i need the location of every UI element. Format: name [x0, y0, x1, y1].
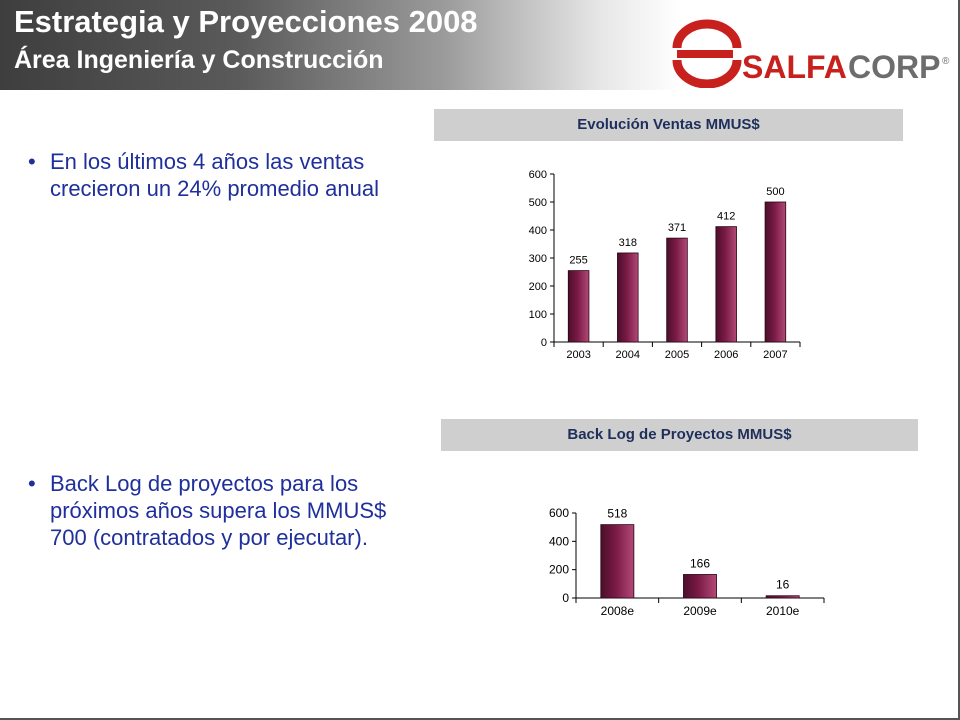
bar-2010e: [765, 595, 800, 599]
x-tick-label: 2005: [665, 349, 689, 361]
header-band: Estrategia y Proyecciones 2008 Área Inge…: [0, 0, 680, 90]
x-tick-label: 2010e: [766, 604, 800, 618]
chart-title-backlog: Back Log de Proyectos MMUS$: [441, 419, 918, 451]
logo-text-corp: CORP: [848, 49, 940, 85]
bar-2003: [567, 270, 590, 343]
bullet-sales-growth: • En los últimos 4 años las ventas creci…: [28, 148, 380, 202]
bullet-backlog: • Back Log de proyectos para los próximo…: [28, 470, 405, 551]
bar-2008e: [600, 524, 635, 599]
x-tick-label: 2007: [763, 349, 787, 361]
bullet-text: En los últimos 4 años las ventas crecier…: [50, 149, 379, 201]
sales-bar-chart: 0 100 200 300 400 500 600 2003 255 2004 318 2005 371…: [529, 169, 801, 361]
x-tick-label: 2009e: [683, 604, 717, 618]
bullet-text: Back Log de proyectos para los próximos …: [50, 471, 387, 550]
bullet-symbol: •: [28, 149, 36, 174]
y-tick-label: 600: [529, 169, 547, 181]
y-tick-label: 100: [529, 309, 547, 321]
data-label: 318: [619, 237, 637, 249]
bar-2009e: [683, 574, 717, 599]
y-tick-label: 500: [529, 197, 547, 209]
bar-2007: [764, 201, 787, 343]
bar-2004: [617, 252, 639, 343]
y-tick-label: 600: [549, 506, 569, 520]
bar-2006: [715, 226, 737, 343]
data-label: 518: [607, 507, 627, 521]
data-label: 412: [717, 211, 735, 223]
y-tick-label: 300: [529, 253, 547, 265]
y-tick-label: 0: [562, 591, 569, 605]
x-tick-label: 2008e: [601, 604, 635, 618]
salfacorp-logo: SALFA CORP ®: [672, 19, 950, 88]
logo-text-salfa: SALFA: [742, 49, 847, 85]
x-tick-label: 2004: [616, 349, 640, 361]
bullet-symbol: •: [28, 471, 36, 496]
backlog-bar-chart: 0 200 400 600 2008e 518 2009e 166 2010e 16: [549, 506, 825, 618]
x-tick-label: 2006: [714, 349, 738, 361]
data-label: 166: [690, 556, 710, 570]
bar-2005: [666, 237, 688, 343]
slide-subtitle: Área Ingeniería y Construcción: [14, 46, 384, 74]
data-label: 255: [569, 255, 587, 267]
data-label: 500: [766, 186, 784, 198]
salfacorp-emblem-icon: [672, 19, 742, 88]
data-label: 16: [776, 578, 790, 592]
y-tick-label: 400: [529, 225, 547, 237]
y-tick-label: 200: [529, 281, 547, 293]
y-tick-label: 200: [549, 563, 569, 577]
y-tick-label: 0: [541, 337, 547, 349]
slide-title: Estrategia y Proyecciones 2008: [14, 4, 478, 39]
x-tick-label: 2003: [566, 349, 590, 361]
logo-registered-mark: ®: [942, 56, 950, 67]
data-label: 371: [668, 222, 686, 234]
y-tick-label: 400: [549, 534, 569, 548]
chart-title-sales: Evolución Ventas MMUS$: [434, 109, 903, 141]
